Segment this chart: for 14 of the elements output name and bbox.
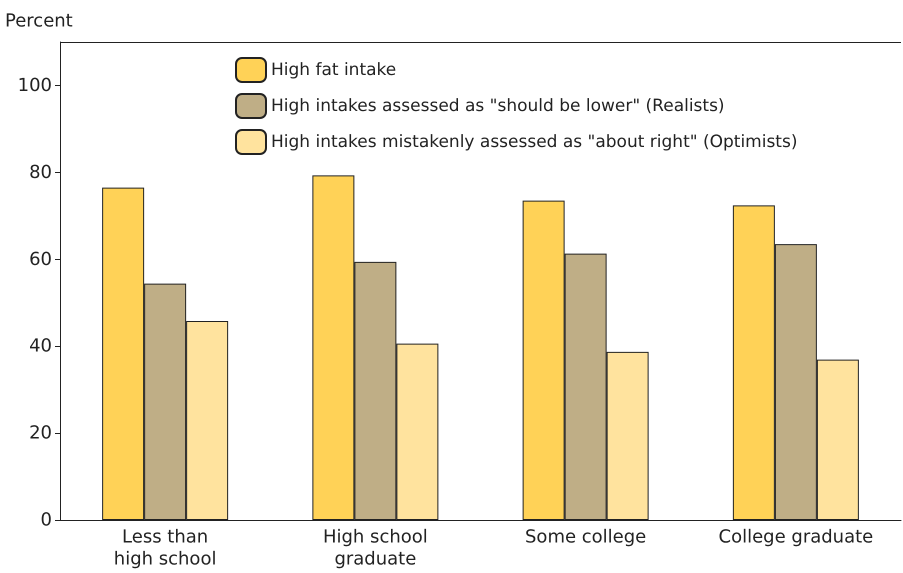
y-axis-title: Percent (5, 10, 73, 32)
legend-label: High intakes assessed as "should be lower" (Realists) (271, 96, 725, 116)
x-tick-label: Less than high school (114, 526, 216, 570)
y-tick-label: 100 (18, 74, 52, 96)
x-tick-label: College graduate (718, 526, 874, 548)
y-tick-label: 20 (29, 422, 52, 444)
legend-label: High fat intake (271, 60, 396, 80)
y-tick-label: 80 (29, 162, 52, 183)
y-tick-label: 60 (29, 248, 52, 270)
y-tick-label: 0 (40, 510, 52, 530)
y-tick-label: 40 (29, 336, 52, 357)
legend-label: High intakes mistakenly assessed as "about right" (Optimists) (271, 132, 798, 152)
x-tick-label: High school graduate (322, 526, 428, 570)
x-tick-label: Some college (524, 526, 646, 548)
